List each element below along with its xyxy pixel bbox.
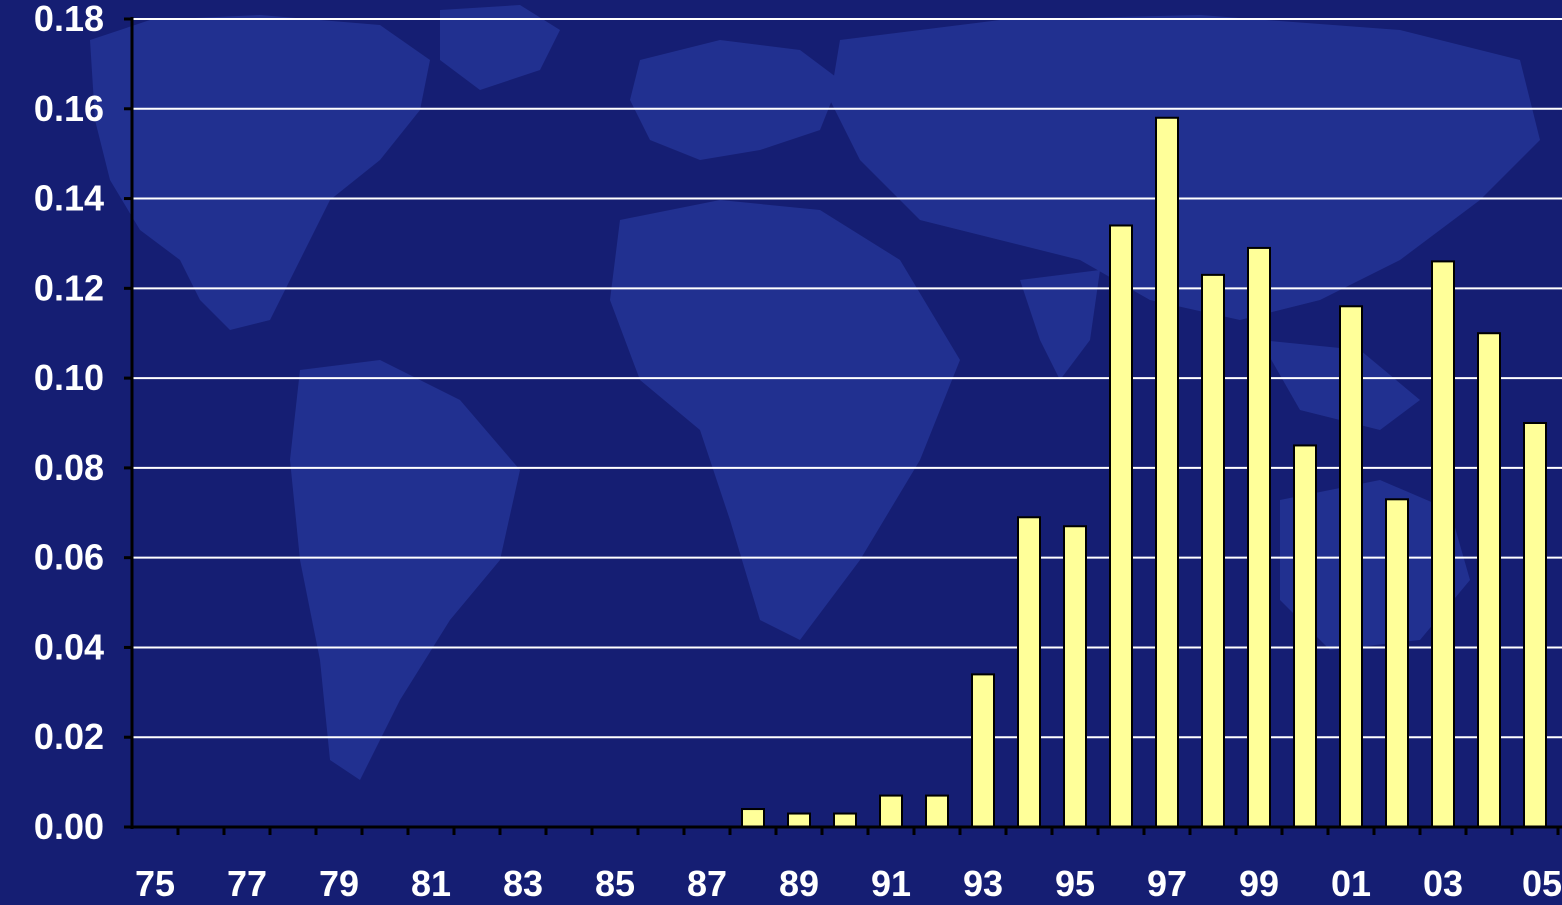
y-tick-label-8: 0.16 (34, 88, 104, 129)
north-america-shape (90, 15, 430, 330)
x-tick-label-97: 97 (1147, 863, 1187, 900)
australia-shape (1280, 480, 1470, 650)
bar-00 (1293, 444, 1317, 828)
x-tick-label-89: 89 (779, 863, 819, 900)
bar-95 (1063, 525, 1087, 828)
bar-90 (833, 812, 857, 828)
bar-97 (1155, 116, 1179, 828)
y-tick-label-7: 0.14 (34, 178, 104, 219)
europe-shape (630, 40, 840, 160)
x-tick-label-81: 81 (411, 863, 451, 900)
bar-96 (1109, 224, 1133, 828)
africa-shape (610, 200, 960, 640)
x-tick-label-01: 01 (1331, 863, 1371, 900)
x-tick-label-05: 05 (1522, 863, 1562, 900)
y-tick-labels: 0.00 0.02 0.04 0.06 0.08 0.10 0.12 0.14 0.16 0.18 (34, 0, 104, 847)
gridlines (132, 18, 1562, 739)
x-tick-label-79: 79 (319, 863, 359, 900)
x-tick-label-77: 77 (227, 863, 267, 900)
y-tick-label-3: 0.06 (34, 537, 104, 578)
x-tick-label-99: 99 (1239, 863, 1279, 900)
y-tick-label-9: 0.18 (34, 0, 104, 39)
bars (741, 116, 1547, 829)
bar-88 (741, 808, 765, 828)
bar-03 (1431, 260, 1455, 828)
bar-04 (1477, 332, 1501, 828)
x-tick-label-75: 75 (135, 863, 175, 900)
y-tick-label-4: 0.08 (34, 447, 104, 488)
bar-05 (1523, 422, 1547, 828)
bar-98 (1201, 273, 1225, 829)
x-tick-label-87: 87 (687, 863, 727, 900)
x-tick-label-93: 93 (963, 863, 1003, 900)
y-tick-label-0: 0.00 (34, 806, 104, 847)
asia-shape (830, 15, 1540, 320)
x-tick-label-91: 91 (871, 863, 911, 900)
x-tick-label-03: 03 (1423, 863, 1463, 900)
x-tick-label-85: 85 (595, 863, 635, 900)
bar-01 (1339, 305, 1363, 828)
y-tick-label-5: 0.10 (34, 357, 104, 398)
bar-94 (1017, 516, 1041, 828)
x-tick-label-83: 83 (503, 863, 543, 900)
world-map-background (90, 5, 1540, 780)
bar-89 (787, 812, 811, 828)
bar-93 (971, 673, 995, 829)
bar-91 (879, 794, 903, 828)
x-tick-label-95: 95 (1055, 863, 1095, 900)
greenland-shape (440, 5, 560, 90)
y-tick-label-6: 0.12 (34, 267, 104, 308)
y-tick-label-2: 0.04 (34, 626, 104, 667)
bar-02 (1385, 498, 1409, 828)
y-tick-label-1: 0.02 (34, 716, 104, 757)
x-tick-labels: 75 77 79 81 83 85 87 89 91 93 95 97 99 01 03 05 (135, 863, 1562, 904)
south-america-shape (290, 360, 520, 780)
bar-99 (1247, 246, 1271, 828)
bar-92 (925, 794, 949, 828)
india-shape (1020, 270, 1100, 380)
axes (124, 17, 1562, 835)
